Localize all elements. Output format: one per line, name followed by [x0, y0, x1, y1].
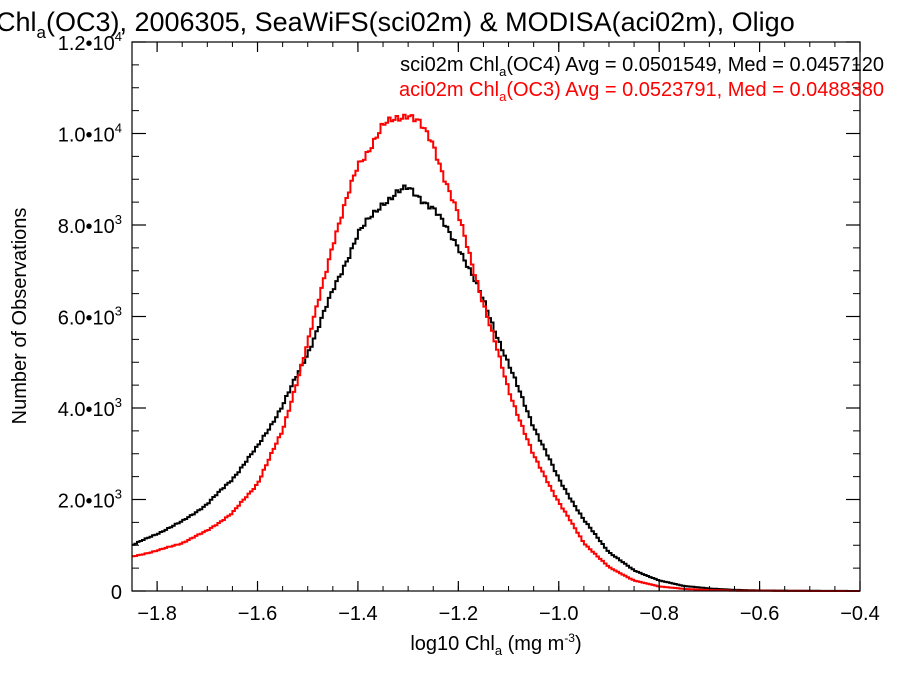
series-line-0 — [132, 184, 860, 592]
y-tick-label: 4.0•103 — [58, 395, 122, 421]
x-tick-label: −1.4 — [338, 603, 377, 625]
legend-entry-sci02m: sci02m Chla(OC4) Avg = 0.0501549, Med = … — [400, 54, 884, 79]
y-tick-label: 1.2•104 — [58, 29, 122, 55]
axis-layer: −1.8 −1.6 −1.4 −1.2 −1.0 −0.8 −0.6 −0.4 0 2.0•103… — [58, 29, 880, 625]
x-tick-label: −1.0 — [539, 603, 578, 625]
y-tick-label: 0 — [111, 582, 122, 604]
x-tick-label: −1.8 — [137, 603, 176, 625]
series-layer — [132, 113, 860, 592]
x-tick-label: −0.8 — [639, 603, 678, 625]
x-tick-label: −1.6 — [238, 603, 277, 625]
y-tick-label: 8.0•103 — [58, 212, 122, 238]
x-tick-label: −1.2 — [439, 603, 478, 625]
x-tick-label: −0.6 — [740, 603, 779, 625]
y-axis-label: Number of Observations — [9, 208, 31, 425]
y-tick-label: 6.0•103 — [58, 304, 122, 330]
series-line-1 — [132, 113, 860, 592]
chart-title: Chla(OC3), 2006305, SeaWiFS(sci02m) & MO… — [0, 7, 795, 42]
x-tick-label: −0.4 — [840, 603, 879, 625]
x-axis-label: log10 Chla (mg m-3) — [410, 631, 581, 658]
y-tick-label: 1.0•104 — [58, 121, 122, 147]
y-tick-label: 2.0•103 — [58, 487, 122, 513]
legend-entry-aci02m: aci02m Chla(OC3) Avg = 0.0523791, Med = … — [399, 79, 884, 104]
